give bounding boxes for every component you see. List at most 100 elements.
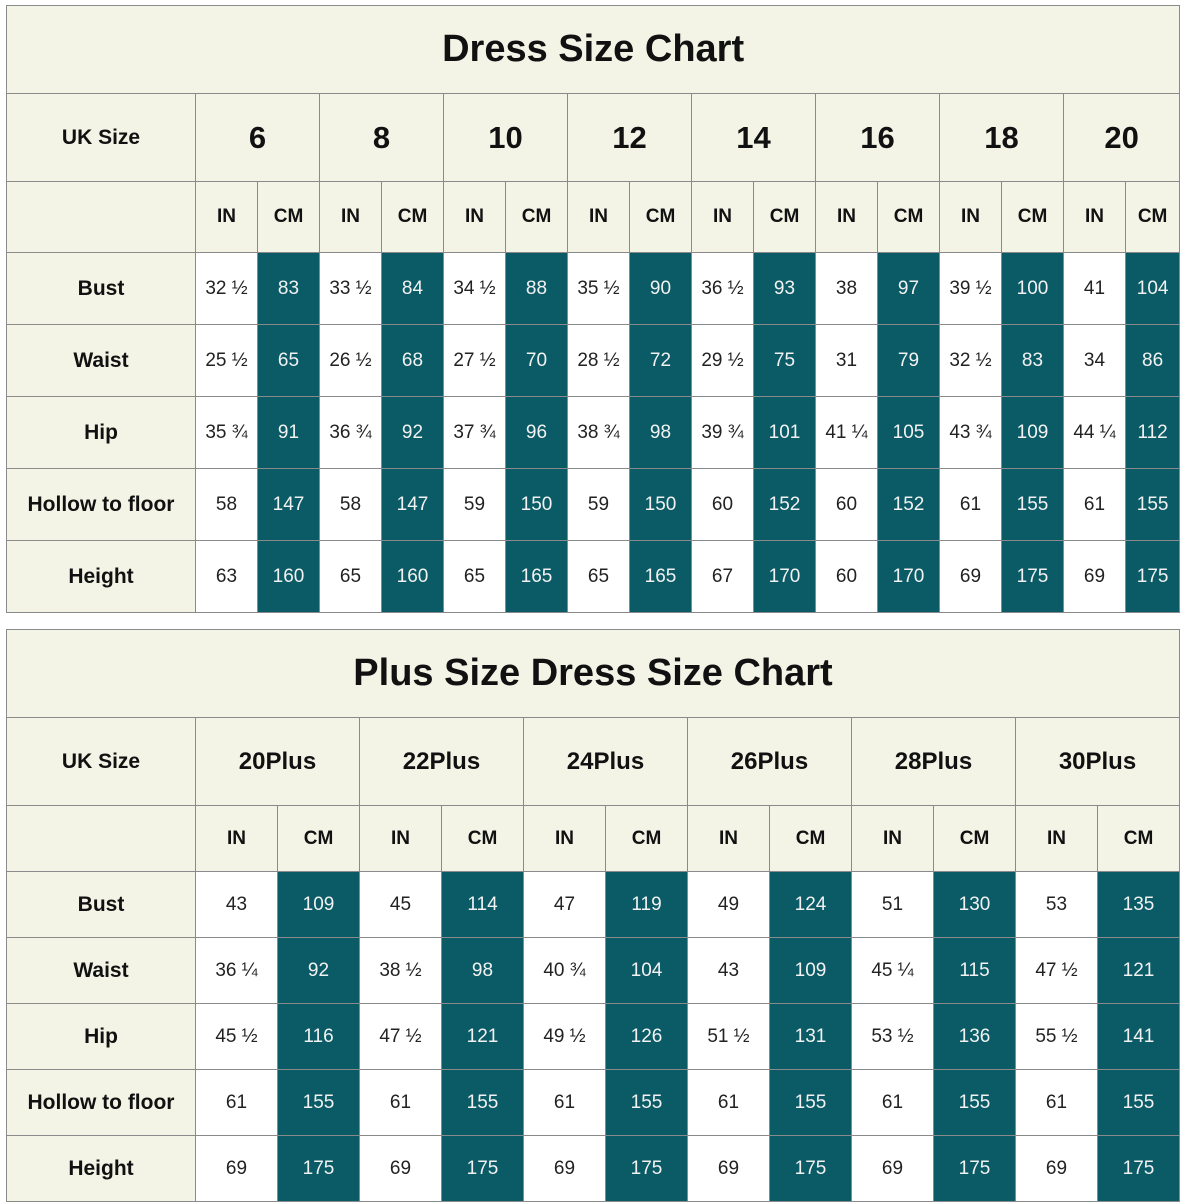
uk-size-label: UK Size — [6, 93, 196, 182]
value-cm: 136 — [933, 1003, 1016, 1070]
value-in: 59 — [443, 468, 506, 541]
value-in: 49 ½ — [523, 1003, 606, 1070]
value-in: 36 ¾ — [319, 396, 382, 469]
value-in: 29 ½ — [691, 324, 754, 397]
value-cm: 135 — [1096, 871, 1181, 938]
value-cm: 79 — [877, 324, 940, 397]
value-cm: 114 — [441, 871, 524, 938]
value-in: 47 ½ — [359, 1003, 442, 1070]
value-cm: 152 — [877, 468, 940, 541]
unit-cm-label: CM — [441, 805, 524, 872]
value-in: 45 — [359, 871, 442, 938]
table-row: Waist 36 ¼ 92 38 ½ 98 40 ¾ 104 43 109 45 ¼ 115 47 ½… — [6, 937, 1181, 1004]
size-header-20plus: 20Plus — [195, 717, 360, 806]
value-in: 35 ½ — [567, 252, 630, 325]
unit-in-label: IN — [687, 805, 770, 872]
value-in: 28 ½ — [567, 324, 630, 397]
value-in: 69 — [1063, 540, 1126, 613]
value-in: 44 ¼ — [1063, 396, 1126, 469]
value-cm: 91 — [257, 396, 320, 469]
value-in: 26 ½ — [319, 324, 382, 397]
value-cm: 131 — [769, 1003, 852, 1070]
value-cm: 152 — [753, 468, 816, 541]
unit-in-label: IN — [195, 181, 258, 253]
table-row: Bust 32 ½ 83 33 ½ 84 34 ½ 88 35 ½ 90 36 ½ 93 38 97 39… — [6, 252, 1181, 325]
value-in: 61 — [523, 1069, 606, 1136]
size-header-26plus: 26Plus — [687, 717, 852, 806]
plus-chart-title: Plus Size Dress Size Chart — [5, 629, 1181, 718]
table-row: Hollow to floor 58 147 58 147 59 150 59 150 60 152… — [6, 468, 1181, 541]
size-header-18: 18 — [939, 93, 1064, 182]
unit-cm-label: CM — [753, 181, 816, 253]
value-in: 60 — [691, 468, 754, 541]
value-cm: 98 — [629, 396, 692, 469]
value-cm: 96 — [505, 396, 568, 469]
size-header-6: 6 — [195, 93, 320, 182]
value-cm: 105 — [877, 396, 940, 469]
value-in: 40 ¾ — [523, 937, 606, 1004]
table-row: Hollow to floor 61 155 61 155 61 155 61 155 61 155… — [6, 1069, 1181, 1136]
value-in: 43 — [687, 937, 770, 1004]
value-in: 39 ¾ — [691, 396, 754, 469]
value-cm: 83 — [257, 252, 320, 325]
value-in: 60 — [815, 540, 878, 613]
unit-in-label: IN — [319, 181, 382, 253]
unit-cm-label: CM — [877, 181, 940, 253]
value-in: 69 — [1015, 1135, 1098, 1202]
unit-cm-label: CM — [1001, 181, 1064, 253]
plus-size-header-row: UK Size 20Plus 22Plus 24Plus 26Plus 28Plus 30… — [6, 717, 1181, 806]
value-cm: 160 — [381, 540, 444, 613]
value-cm: 88 — [505, 252, 568, 325]
size-header-row: UK Size 6 8 10 12 14 16 18 20 — [6, 93, 1181, 182]
value-cm: 155 — [769, 1069, 852, 1136]
value-in: 69 — [939, 540, 1002, 613]
value-in: 33 ½ — [319, 252, 382, 325]
value-cm: 155 — [441, 1069, 524, 1136]
unit-in-label: IN — [691, 181, 754, 253]
value-in: 41 — [1063, 252, 1126, 325]
plus-uk-size-label: UK Size — [6, 717, 196, 806]
value-cm: 68 — [381, 324, 444, 397]
value-in: 32 ½ — [939, 324, 1002, 397]
value-cm: 92 — [277, 937, 360, 1004]
value-in: 38 — [815, 252, 878, 325]
size-header-14: 14 — [691, 93, 816, 182]
unit-in-label: IN — [443, 181, 506, 253]
size-header-28plus: 28Plus — [851, 717, 1016, 806]
value-cm: 119 — [605, 871, 688, 938]
unit-header-row: IN CM IN CM IN CM IN CM IN CM IN CM IN CM IN CM — [6, 181, 1181, 253]
unit-in-label: IN — [939, 181, 1002, 253]
unit-in-label: IN — [567, 181, 630, 253]
measurement-label: Hip — [6, 1003, 196, 1070]
unit-cm-label: CM — [769, 805, 852, 872]
value-cm: 175 — [1096, 1135, 1181, 1202]
value-in: 69 — [195, 1135, 278, 1202]
value-cm: 160 — [257, 540, 320, 613]
value-cm: 93 — [753, 252, 816, 325]
measurement-label: Height — [6, 540, 196, 613]
measurement-label: Hip — [6, 396, 196, 469]
value-cm: 150 — [629, 468, 692, 541]
value-in: 53 — [1015, 871, 1098, 938]
value-cm: 155 — [605, 1069, 688, 1136]
table-row: Hip 35 ¾ 91 36 ¾ 92 37 ¾ 96 38 ¾ 98 39 ¾ 101 41 ¼ 10… — [6, 396, 1181, 469]
value-in: 63 — [195, 540, 258, 613]
value-cm: 175 — [1124, 540, 1181, 613]
value-cm: 121 — [441, 1003, 524, 1070]
value-cm: 155 — [1096, 1069, 1181, 1136]
unit-cm-label: CM — [257, 181, 320, 253]
value-in: 60 — [815, 468, 878, 541]
value-in: 34 ½ — [443, 252, 506, 325]
value-in: 47 ½ — [1015, 937, 1098, 1004]
unit-in-label: IN — [195, 805, 278, 872]
value-cm: 70 — [505, 324, 568, 397]
unit-cm-label: CM — [505, 181, 568, 253]
value-in: 38 ½ — [359, 937, 442, 1004]
value-cm: 100 — [1001, 252, 1064, 325]
size-header-10: 10 — [443, 93, 568, 182]
measurement-label: Waist — [6, 324, 196, 397]
unit-cm-label: CM — [1124, 181, 1181, 253]
value-cm: 155 — [1001, 468, 1064, 541]
value-in: 51 ½ — [687, 1003, 770, 1070]
value-cm: 175 — [769, 1135, 852, 1202]
